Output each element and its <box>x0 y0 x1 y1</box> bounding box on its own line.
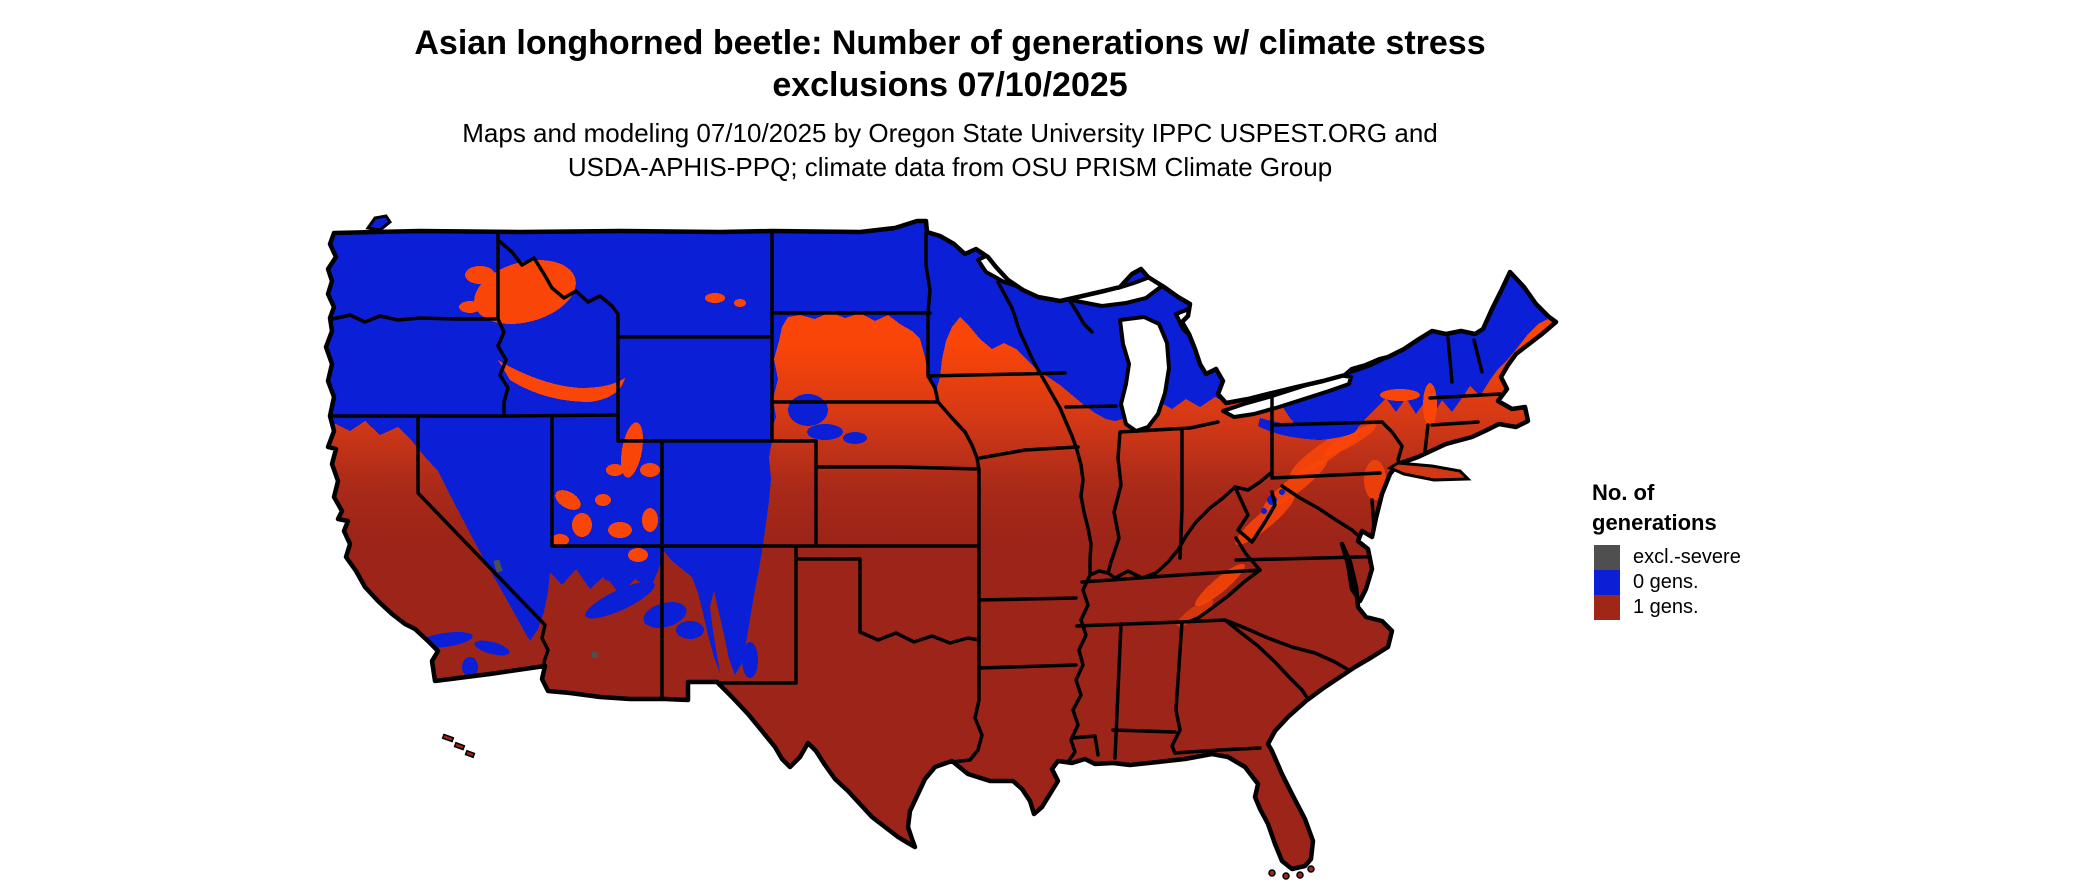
figure-title: Asian longhorned beetle: Number of gener… <box>0 22 1900 106</box>
figure-subtitle-line2: USDA-APHIS-PPQ; climate data from OSU PR… <box>567 152 1333 182</box>
channel-island <box>441 733 455 743</box>
us-map <box>323 214 1559 880</box>
legend-items: excl.-severe 0 gens. 1 gens. <box>1594 545 1741 620</box>
legend-title-line1: No. of <box>1592 480 1655 505</box>
florida-keys-island <box>1282 872 1290 880</box>
legend-item-0-gens: 0 gens. <box>1594 570 1741 595</box>
florida-keys-island <box>1296 871 1304 879</box>
long-island <box>1386 461 1472 482</box>
legend-swatch-1-gens <box>1594 595 1620 620</box>
figure-title-line1: Asian longhorned beetle: Number of gener… <box>414 24 1486 62</box>
legend-item-excl-severe: excl.-severe <box>1594 545 1741 570</box>
country-outline <box>323 218 1559 872</box>
legend-label-1-gens: 1 gens. <box>1633 596 1699 618</box>
legend-label-excl-severe: excl.-severe <box>1633 546 1741 568</box>
map-ridge-patches <box>1176 424 1377 627</box>
legend-title: No. of generations <box>1592 478 1892 538</box>
figure-title-line2: exclusions 07/10/2025 <box>772 66 1128 104</box>
offshore-islands <box>441 733 1315 880</box>
lake-michigan <box>1118 315 1171 433</box>
vancouver-island <box>365 214 393 232</box>
channel-island <box>453 741 466 751</box>
state-borders <box>326 229 1502 764</box>
figure-subtitle-line1: Maps and modeling 07/10/2025 by Oregon S… <box>462 118 1438 148</box>
florida-keys-island <box>1307 865 1315 873</box>
channel-island <box>464 749 476 759</box>
legend-swatch-0-gens <box>1594 570 1620 595</box>
florida-keys-island <box>1268 869 1276 877</box>
legend: No. of generations excl.-severe 0 gens. … <box>1592 478 1892 620</box>
map-excluded-patches <box>493 559 598 658</box>
legend-item-1-gens: 1 gens. <box>1594 595 1741 620</box>
legend-title-line2: generations <box>1592 510 1717 535</box>
legend-swatch-excl-severe <box>1594 545 1620 570</box>
figure-subtitle: Maps and modeling 07/10/2025 by Oregon S… <box>0 116 1900 184</box>
legend-label-0-gens: 0 gens. <box>1633 571 1699 593</box>
